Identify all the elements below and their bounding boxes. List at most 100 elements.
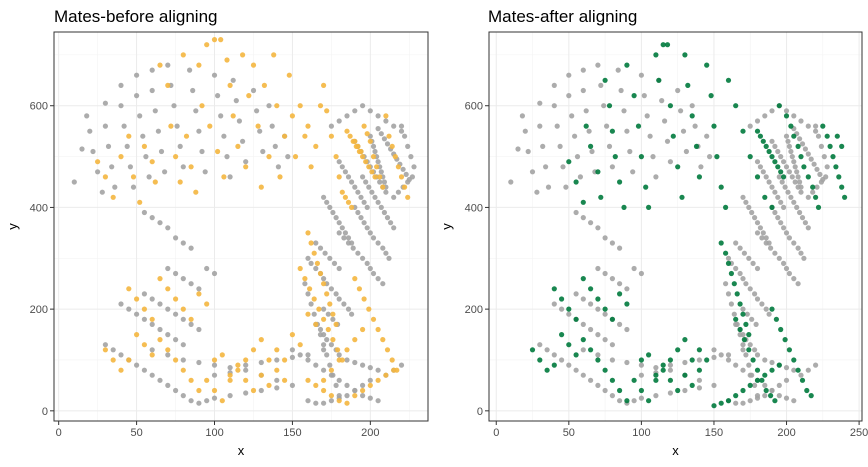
data-point (398, 362, 405, 368)
data-point (821, 154, 827, 160)
data-point (781, 225, 787, 231)
data-point (118, 367, 124, 373)
data-point (689, 103, 695, 109)
data-point (384, 141, 391, 147)
data-point (788, 148, 794, 155)
data-point (763, 235, 769, 241)
data-point (266, 382, 272, 388)
data-point (772, 398, 778, 404)
data-point (631, 377, 637, 383)
data-point (718, 352, 724, 358)
data-point (643, 184, 649, 190)
data-point (588, 377, 594, 383)
data-point (557, 143, 563, 149)
data-point (813, 194, 819, 200)
data-point (733, 103, 739, 109)
data-point (360, 387, 366, 394)
data-point (378, 204, 384, 210)
data-point (747, 286, 753, 292)
data-point (624, 301, 630, 307)
data-point (778, 220, 784, 226)
data-point (204, 398, 210, 404)
data-point (660, 362, 666, 368)
data-point (218, 113, 224, 119)
data-point (798, 250, 804, 256)
data-point (199, 148, 205, 155)
data-point (580, 321, 586, 327)
data-point (384, 347, 391, 353)
data-point (680, 128, 687, 134)
data-point (328, 342, 334, 348)
data-point (187, 67, 193, 73)
data-point (595, 265, 601, 272)
data-point (330, 337, 336, 343)
data-point (367, 138, 373, 144)
data-point (190, 87, 196, 94)
data-point (775, 164, 781, 170)
data-point (769, 359, 775, 366)
data-point (754, 118, 761, 124)
data-point (188, 164, 194, 170)
data-point (529, 347, 536, 353)
data-point (754, 265, 761, 272)
data-point (667, 362, 674, 368)
data-point (778, 199, 784, 205)
data-point (360, 103, 366, 109)
data-point (789, 154, 795, 160)
data-point (84, 113, 90, 119)
data-point (126, 357, 132, 363)
data-point (760, 230, 766, 236)
data-point (746, 332, 752, 338)
data-point (383, 118, 389, 124)
data-point (266, 154, 272, 160)
series-0 (71, 62, 417, 406)
data-point (364, 131, 370, 137)
data-point (324, 108, 330, 114)
data-point (689, 113, 695, 119)
data-point (347, 133, 353, 139)
data-point (285, 154, 291, 160)
data-point (609, 128, 616, 134)
data-point (360, 393, 366, 399)
data-point (760, 138, 766, 144)
data-point (621, 204, 627, 210)
data-point (660, 367, 666, 373)
x-tick-label: 50 (130, 427, 142, 439)
data-point (87, 128, 93, 134)
data-point (230, 77, 236, 83)
data-point (193, 108, 199, 114)
data-point (266, 357, 272, 363)
data-point (795, 245, 801, 251)
data-point (747, 398, 753, 404)
data-point (609, 276, 616, 282)
data-point (667, 390, 674, 396)
data-point (580, 337, 586, 343)
data-point (573, 209, 579, 216)
data-point (149, 87, 155, 94)
data-point (689, 357, 695, 363)
x-axis-label: x (238, 443, 245, 458)
data-point (588, 326, 594, 333)
data-point (331, 260, 338, 266)
data-point (321, 367, 327, 373)
data-point (364, 204, 370, 210)
data-point (762, 372, 768, 378)
data-point (126, 286, 132, 292)
data-point (839, 143, 845, 149)
data-point (403, 171, 409, 177)
data-point (805, 123, 811, 129)
data-point (297, 103, 303, 109)
data-point (391, 123, 397, 129)
data-point (360, 255, 366, 261)
data-point (149, 215, 155, 221)
data-point (762, 393, 768, 399)
data-point (269, 123, 275, 129)
data-point (305, 230, 311, 236)
data-point (173, 337, 179, 343)
data-point (408, 154, 414, 160)
data-point (327, 204, 333, 210)
data-point (783, 164, 790, 170)
data-point (563, 184, 569, 190)
data-point (369, 189, 375, 195)
data-point (646, 204, 652, 210)
